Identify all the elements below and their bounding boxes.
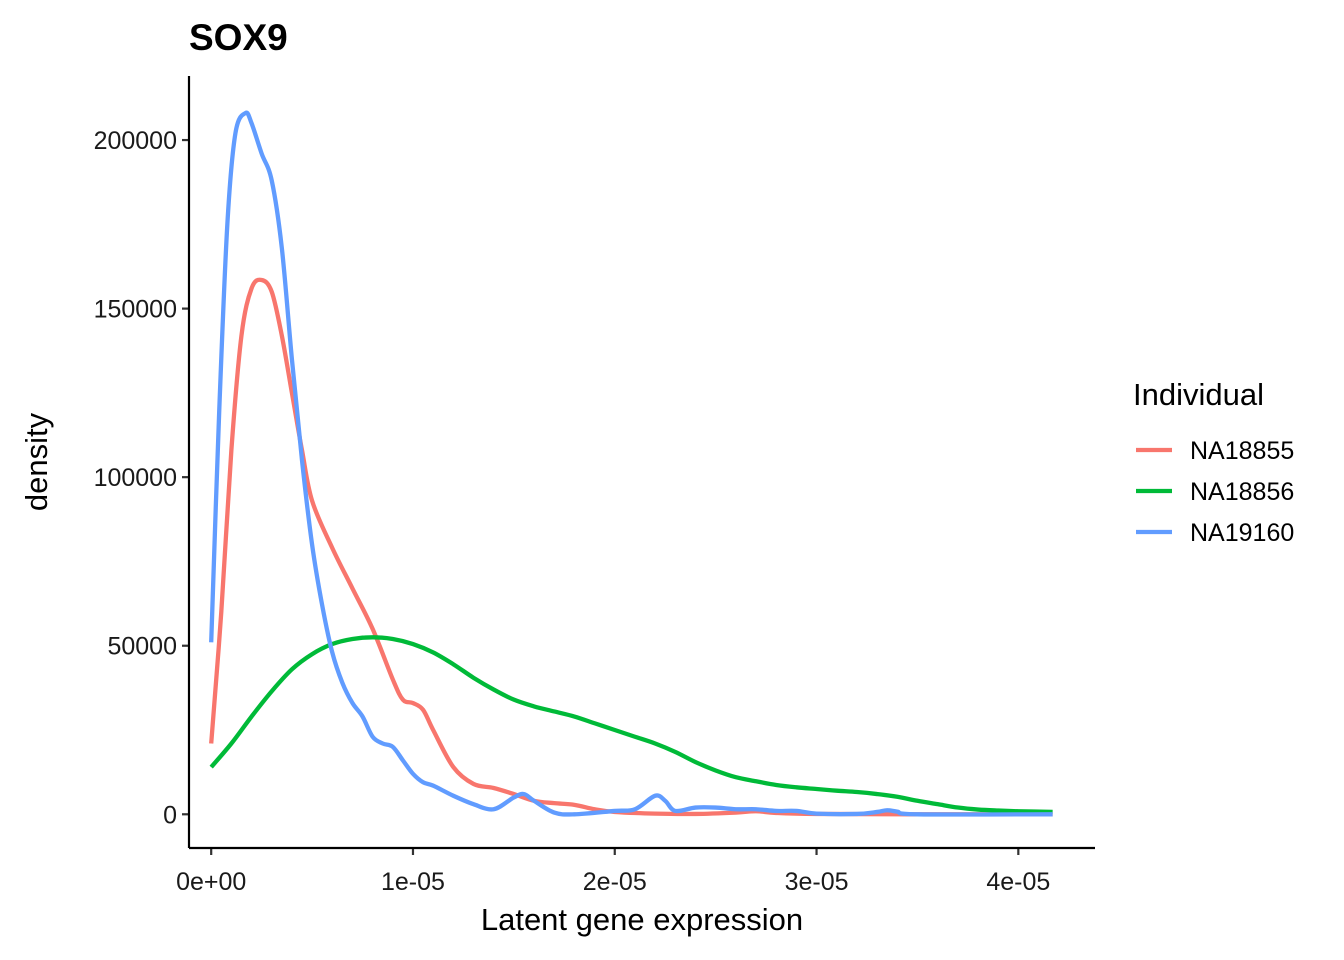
series-line-na18855 — [209, 277, 1053, 817]
legend-items: NA18855 NA18856 NA19160 — [1136, 437, 1294, 547]
y-tick-label: 150000 — [94, 296, 177, 324]
y-axis-ticks: 0 50000 100000 150000 200000 — [94, 127, 189, 829]
series-line-na19160 — [209, 110, 1053, 817]
y-tick-label: 50000 — [107, 633, 177, 661]
chart-title: SOX9 — [189, 17, 288, 58]
x-tick-label: 2e-05 — [583, 868, 647, 896]
x-tick-label: 3e-05 — [785, 868, 849, 896]
series-layer — [209, 110, 1053, 817]
legend-label: NA18856 — [1190, 478, 1294, 506]
y-axis-title: density — [19, 412, 54, 511]
legend-label: NA19160 — [1190, 519, 1294, 547]
x-tick-label: 0e+00 — [176, 868, 246, 896]
y-tick-label: 100000 — [94, 464, 177, 492]
x-tick-label: 4e-05 — [986, 868, 1050, 896]
x-axis-ticks: 0e+00 1e-05 2e-05 3e-05 4e-05 — [176, 848, 1050, 896]
legend-label: NA18855 — [1190, 437, 1294, 465]
y-tick-label: 0 — [163, 801, 177, 829]
y-tick-label: 200000 — [94, 127, 177, 155]
legend-title: Individual — [1133, 377, 1264, 412]
x-axis-title: Latent gene expression — [481, 902, 803, 937]
x-tick-label: 1e-05 — [381, 868, 445, 896]
legend: Individual NA18855 NA18856 NA19160 — [1133, 377, 1294, 547]
series-line-na18856 — [209, 635, 1053, 815]
